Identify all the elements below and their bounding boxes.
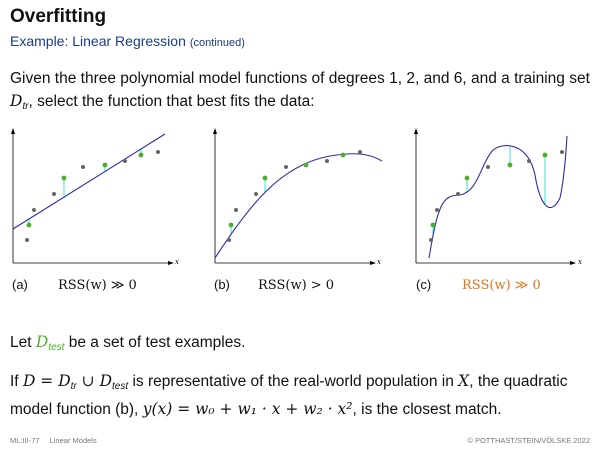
test-point-b-0 — [227, 238, 231, 242]
conclusion-paragraph: If D = Dtr ∪ Dtest is representative of … — [10, 370, 595, 421]
test-d-symbol: D — [36, 333, 48, 351]
x-axis-arrow-b — [370, 261, 376, 265]
panel-c-label: (c) — [416, 277, 431, 292]
footer-topic: Linear Models — [50, 436, 97, 445]
test-set-paragraph: Let Dtest be a set of test examples. — [10, 331, 595, 359]
test-point-c-3 — [486, 165, 490, 169]
test-point-a-4 — [123, 159, 127, 163]
footer-copyright: © POTTHAST/STEIN/VÖLSKE 2022 — [467, 436, 590, 445]
test-point-b-3 — [284, 165, 288, 169]
p2-eq: D = D — [23, 372, 71, 390]
test-post: be a set of test examples. — [69, 334, 246, 351]
y-axis-arrow-b — [213, 128, 217, 134]
test-point-b-1 — [234, 208, 238, 212]
x-axis-arrow-a — [168, 261, 174, 265]
train-point-a-3 — [139, 153, 144, 158]
plots-figure: x x x — [0, 0, 600, 300]
p2-if: If — [10, 373, 19, 390]
panel-b-label: (b) — [214, 277, 230, 292]
x-axis-arrow-c — [570, 261, 576, 265]
panel-c-rss: RSS(w) ≫ 0 — [462, 277, 541, 293]
test-point-a-0 — [25, 238, 29, 242]
train-point-b-2 — [304, 163, 309, 168]
panel-a-label: (a) — [12, 277, 28, 292]
y-axis-arrow-a — [11, 128, 15, 134]
test-point-c-0 — [429, 238, 433, 242]
plot-panel-a: x — [11, 128, 179, 266]
p2-cup: ∪ D — [77, 372, 112, 390]
test-point-a-3 — [81, 165, 85, 169]
test-point-c-5 — [560, 150, 564, 154]
plot-panel-c: x — [414, 128, 582, 266]
test-point-b-4 — [325, 159, 329, 163]
panel-b-rss: RSS(w) > 0 — [258, 277, 334, 293]
train-point-b-0 — [229, 223, 234, 228]
p2-x: X — [458, 372, 469, 390]
test-point-c-4 — [527, 159, 531, 163]
train-point-b-1 — [263, 176, 268, 181]
x-axis-label-c: x — [578, 258, 582, 266]
test-point-b-2 — [254, 192, 258, 196]
footer-code: ML:III-77 — [10, 436, 40, 445]
train-point-a-1 — [62, 176, 67, 181]
p2-mid: is representative of the real-world popu… — [132, 373, 453, 390]
train-point-c-1 — [465, 176, 470, 181]
test-point-c-2 — [456, 192, 460, 196]
p2-end: , is the closest match. — [353, 401, 502, 418]
panel-c-rss-formula: RSS(w) ≫ 0 — [462, 278, 541, 293]
test-pre: Let — [10, 334, 32, 351]
p2-formula: y(x) = w₀ + w₁ · x + w₂ · x² — [143, 400, 353, 418]
points-c — [429, 150, 564, 242]
train-point-a-2 — [103, 163, 108, 168]
points-b — [227, 150, 362, 242]
x-axis-label-b: x — [377, 258, 381, 266]
test-point-c-1 — [435, 208, 439, 212]
footer-left: ML:III-77 Linear Models — [10, 436, 97, 445]
points-a — [25, 150, 160, 242]
fit-curve-a — [13, 134, 165, 229]
train-point-c-0 — [431, 223, 436, 228]
test-point-b-5 — [358, 150, 362, 154]
train-point-a-0 — [27, 223, 32, 228]
plot-panel-b: x — [213, 128, 382, 266]
test-d-symbol-group: Dtest — [36, 334, 65, 351]
train-point-b-3 — [341, 153, 346, 158]
test-point-a-5 — [156, 150, 160, 154]
x-axis-label-a: x — [175, 258, 179, 266]
fit-curve-b — [215, 154, 382, 258]
panel-a-rss: RSS(w) ≫ 0 — [58, 277, 137, 293]
p2-test: test — [112, 381, 128, 392]
y-axis-arrow-c — [414, 128, 418, 134]
test-point-a-1 — [32, 208, 36, 212]
test-point-a-2 — [52, 192, 56, 196]
panel-a-rss-formula: RSS(w) ≫ 0 — [58, 278, 137, 293]
test-d-subscript: test — [48, 342, 64, 353]
panel-b-rss-formula: RSS(w) > 0 — [258, 278, 334, 293]
train-point-c-2 — [508, 163, 513, 168]
train-point-c-3 — [543, 153, 548, 158]
